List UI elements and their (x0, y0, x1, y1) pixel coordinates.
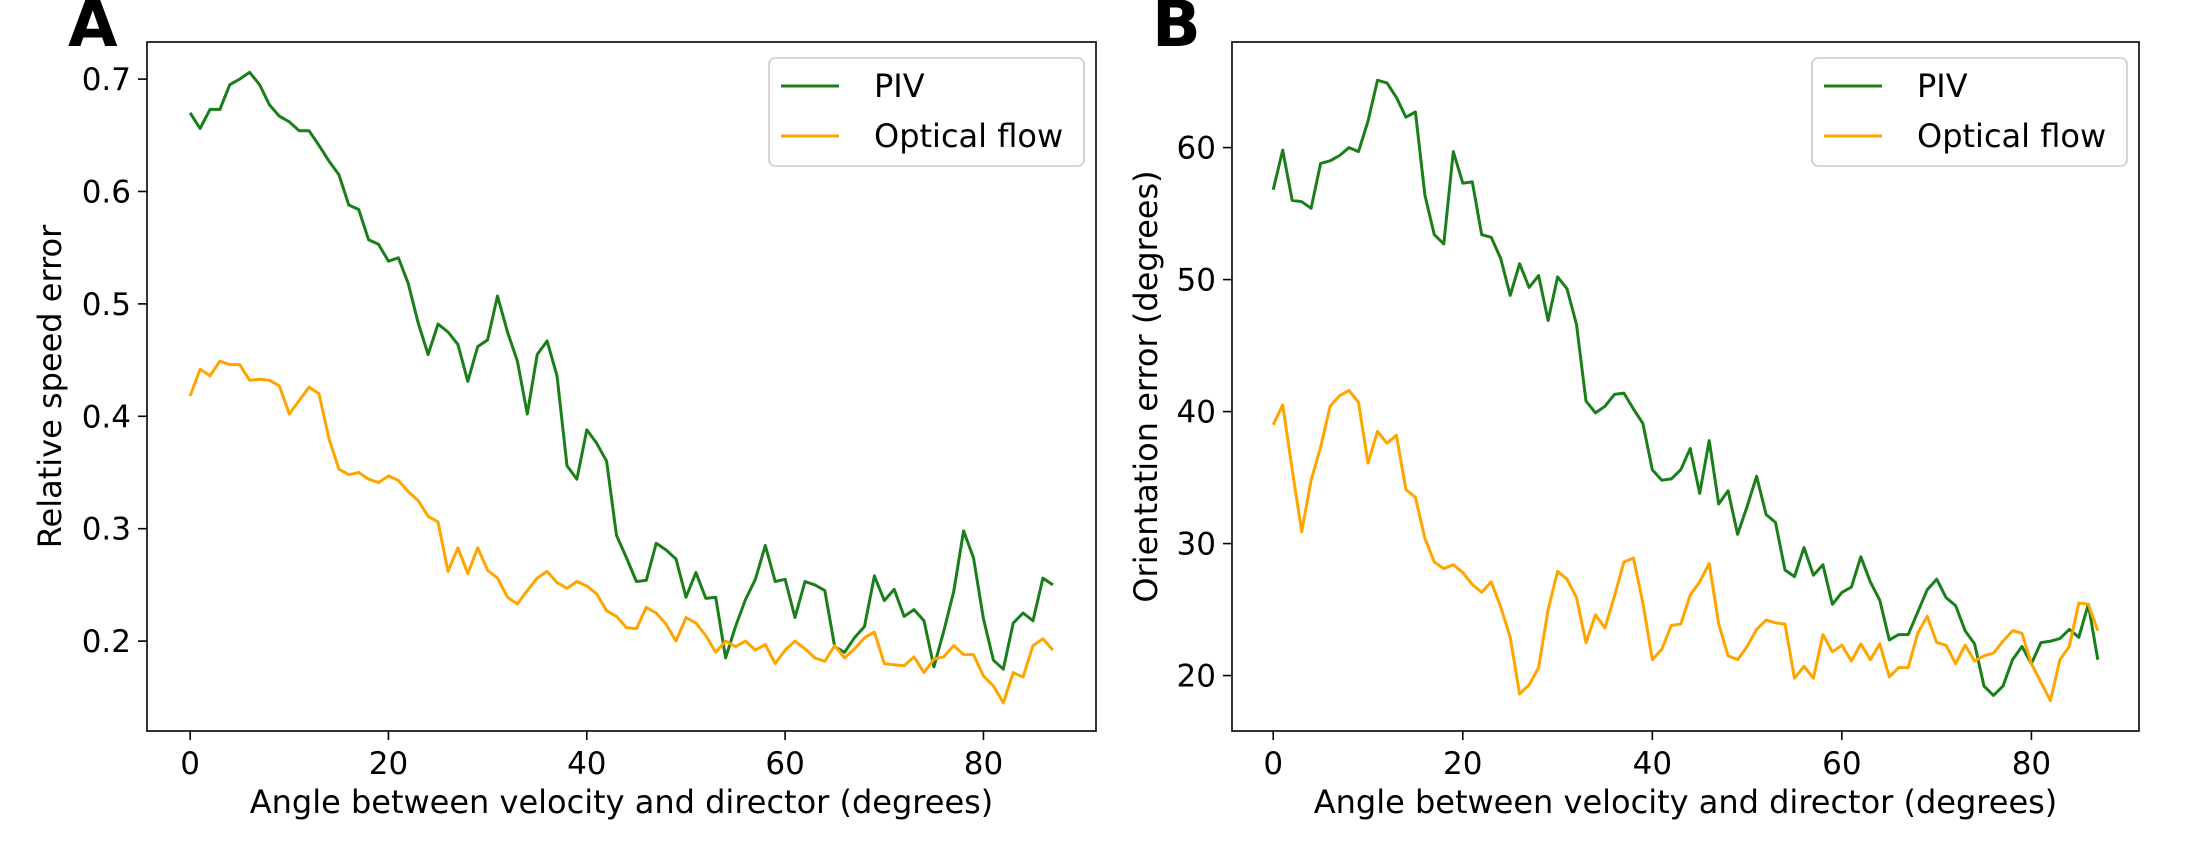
axes-frame-b (1231, 41, 2140, 732)
panel-letter-a: A (68, 0, 118, 62)
legend-b: PIV Optical flow (1811, 57, 2128, 167)
x-tick-label: 0 (1263, 746, 1283, 782)
y-tick-label: 60 (1177, 131, 1216, 167)
x-tick-label: 20 (1443, 746, 1482, 782)
x-tick-label: 60 (765, 746, 804, 782)
series-line-optical-flow (1271, 389, 2100, 703)
axes-frame-a (146, 41, 1097, 732)
legend-label-piv: PIV (1917, 67, 1968, 105)
tick-layer-b: 0 20 40 60 80 20 30 40 50 60 (1177, 131, 2052, 782)
x-tick-label: 20 (369, 746, 408, 782)
legend-box-b (1811, 57, 2128, 167)
tick-layer-a: 0 20 40 60 80 0.2 0.3 0.4 0.5 0.6 0.7 (82, 62, 1003, 782)
y-axis-label-a: Relative speed error (31, 224, 69, 548)
series-layer-a (188, 70, 1055, 705)
x-tick-label: 40 (1633, 746, 1672, 782)
panel-a: A 0 20 40 60 80 0.2 0.3 0.4 0.5 0.6 0.7 Angle betw… (31, 0, 1097, 821)
y-tick-label: 20 (1177, 659, 1216, 695)
y-tick-label: 0.6 (82, 174, 131, 210)
y-tick-label: 40 (1177, 395, 1216, 431)
y-tick-label: 0.3 (82, 512, 131, 548)
panel-b: B 0 20 40 60 80 20 30 40 50 60 Angle between velo… (1127, 0, 2140, 821)
x-tick-label: 80 (964, 746, 1003, 782)
legend-box-a (768, 57, 1085, 167)
panel-letter-b: B (1152, 0, 1201, 62)
x-tick-label: 0 (180, 746, 200, 782)
y-axis-label-b: Orientation error (degrees) (1127, 170, 1165, 602)
y-tick-label: 0.2 (82, 624, 131, 660)
x-tick-label: 60 (1822, 746, 1861, 782)
x-tick-label: 40 (567, 746, 606, 782)
y-tick-label: 50 (1177, 263, 1216, 299)
series-line-piv (1271, 78, 2100, 697)
x-tick-label: 80 (2012, 746, 2051, 782)
series-layer-b (1271, 78, 2100, 703)
legend-label-optical-flow: Optical flow (1917, 117, 2106, 155)
y-tick-label: 0.5 (82, 287, 131, 323)
series-line-piv (188, 70, 1054, 671)
legend-a: PIV Optical flow (768, 57, 1085, 167)
x-axis-label-a: Angle between velocity and director (deg… (250, 783, 994, 821)
x-axis-label-b: Angle between velocity and director (deg… (1314, 783, 2058, 821)
y-tick-label: 0.4 (82, 399, 131, 435)
series-line-optical-flow (188, 359, 1055, 705)
y-tick-label: 0.7 (82, 62, 131, 98)
y-tick-label: 30 (1177, 527, 1216, 563)
legend-label-piv: PIV (874, 67, 925, 105)
legend-label-optical-flow: Optical flow (874, 117, 1063, 155)
